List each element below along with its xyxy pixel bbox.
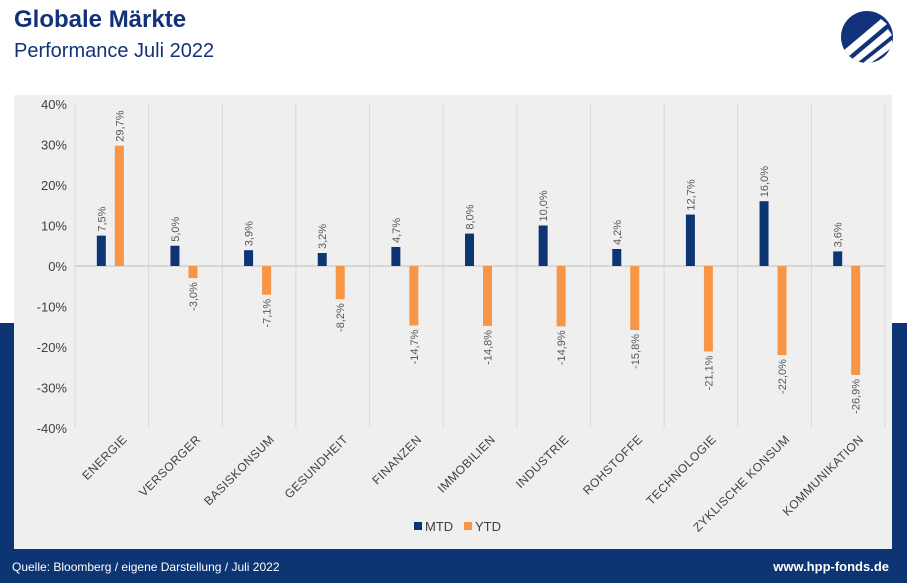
- data-label-ytd: -14,8%: [483, 330, 495, 365]
- bar-mtd: [465, 233, 474, 266]
- bar-mtd: [759, 201, 769, 266]
- bar-mtd: [170, 245, 180, 266]
- data-label-ytd: 29,7%: [114, 110, 126, 141]
- hpp-logo-icon: [841, 11, 893, 63]
- bar-mtd: [244, 250, 254, 266]
- y-tick-label: -10%: [37, 300, 68, 315]
- data-label-mtd: 3,6%: [833, 222, 845, 247]
- data-label-mtd: 10,0%: [538, 190, 550, 221]
- data-label-ytd: -7,1%: [262, 299, 274, 328]
- legend-swatch-mtd: [414, 522, 422, 530]
- y-tick-label: -30%: [37, 381, 68, 396]
- legend-label-mtd: MTD: [425, 519, 453, 534]
- y-tick-label: -20%: [37, 340, 68, 355]
- data-label-ytd: -14,9%: [556, 330, 568, 365]
- data-label-mtd: 12,7%: [685, 179, 697, 210]
- data-label-mtd: 5,0%: [170, 216, 182, 241]
- website-link[interactable]: www.hpp-fonds.de: [773, 559, 889, 574]
- bar-mtd: [685, 214, 695, 266]
- legend-label-ytd: YTD: [475, 519, 501, 534]
- bar-mtd: [317, 253, 327, 266]
- bar-mtd: [612, 248, 622, 266]
- bar-ytd: [188, 266, 198, 279]
- bar-mtd: [538, 225, 548, 266]
- data-label-ytd: -22,0%: [777, 359, 789, 394]
- category-label: INDUSTRIE: [513, 432, 572, 491]
- data-label-ytd: -8,2%: [335, 303, 347, 332]
- category-label: GESUNDHEIT: [282, 432, 351, 501]
- bar-mtd: [96, 235, 106, 266]
- page-subtitle: Performance Juli 2022: [14, 40, 215, 62]
- chart-panel: [14, 95, 892, 549]
- data-label-ytd: -15,8%: [630, 334, 642, 369]
- category-label: KOMMUNIKATION: [780, 432, 866, 518]
- bar-ytd: [777, 266, 787, 356]
- data-label-mtd: 8,0%: [465, 204, 477, 229]
- bar-ytd: [335, 266, 345, 300]
- y-tick-label: 30%: [41, 138, 67, 153]
- bar-ytd: [556, 266, 566, 327]
- data-label-mtd: 4,2%: [612, 220, 624, 245]
- y-tick-label: 40%: [41, 97, 67, 112]
- y-tick-label: -40%: [37, 421, 68, 436]
- source-note: Quelle: Bloomberg / eigene Darstellung /…: [12, 560, 280, 574]
- legend-swatch-ytd: [464, 522, 472, 530]
- y-tick-label: 0%: [48, 259, 67, 274]
- bar-ytd: [851, 266, 861, 375]
- category-label: TECHNOLOGIE: [643, 432, 719, 508]
- category-label: FINANZEN: [369, 432, 424, 487]
- data-label-ytd: -26,9%: [851, 379, 863, 414]
- bar-ytd: [630, 266, 640, 330]
- page-title: Globale Märkte: [14, 6, 187, 33]
- data-label-mtd: 16,0%: [759, 166, 771, 197]
- data-label-mtd: 3,9%: [244, 221, 256, 246]
- data-label-ytd: -3,0%: [188, 282, 200, 311]
- y-tick-label: 20%: [41, 178, 67, 193]
- chart: 7,5% 29,7% 5,0% -3,0% 3,9% -7,1% 3,2% -8,2% 4,7%…: [37, 97, 886, 535]
- bar-ytd: [114, 145, 124, 266]
- category-label: VERSORGER: [136, 432, 203, 499]
- bar-ytd: [409, 266, 419, 326]
- bar-ytd: [703, 266, 713, 352]
- bar-mtd: [833, 251, 843, 266]
- data-label-mtd: 4,7%: [391, 218, 403, 243]
- bar-ytd: [483, 266, 492, 326]
- data-label-ytd: -14,7%: [409, 329, 421, 364]
- data-label-mtd: 3,2%: [317, 224, 329, 249]
- category-label: BASISKONSUM: [201, 432, 277, 508]
- data-label-mtd: 7,5%: [96, 206, 108, 231]
- bar-ytd: [262, 266, 272, 295]
- data-label-ytd: -21,1%: [703, 355, 715, 390]
- bar-mtd: [391, 246, 401, 266]
- category-label: ENERGIE: [79, 432, 130, 483]
- y-tick-label: 10%: [41, 219, 67, 234]
- category-label: ROHSTOFFE: [580, 432, 645, 497]
- category-label: IMMOBILIEN: [435, 432, 498, 495]
